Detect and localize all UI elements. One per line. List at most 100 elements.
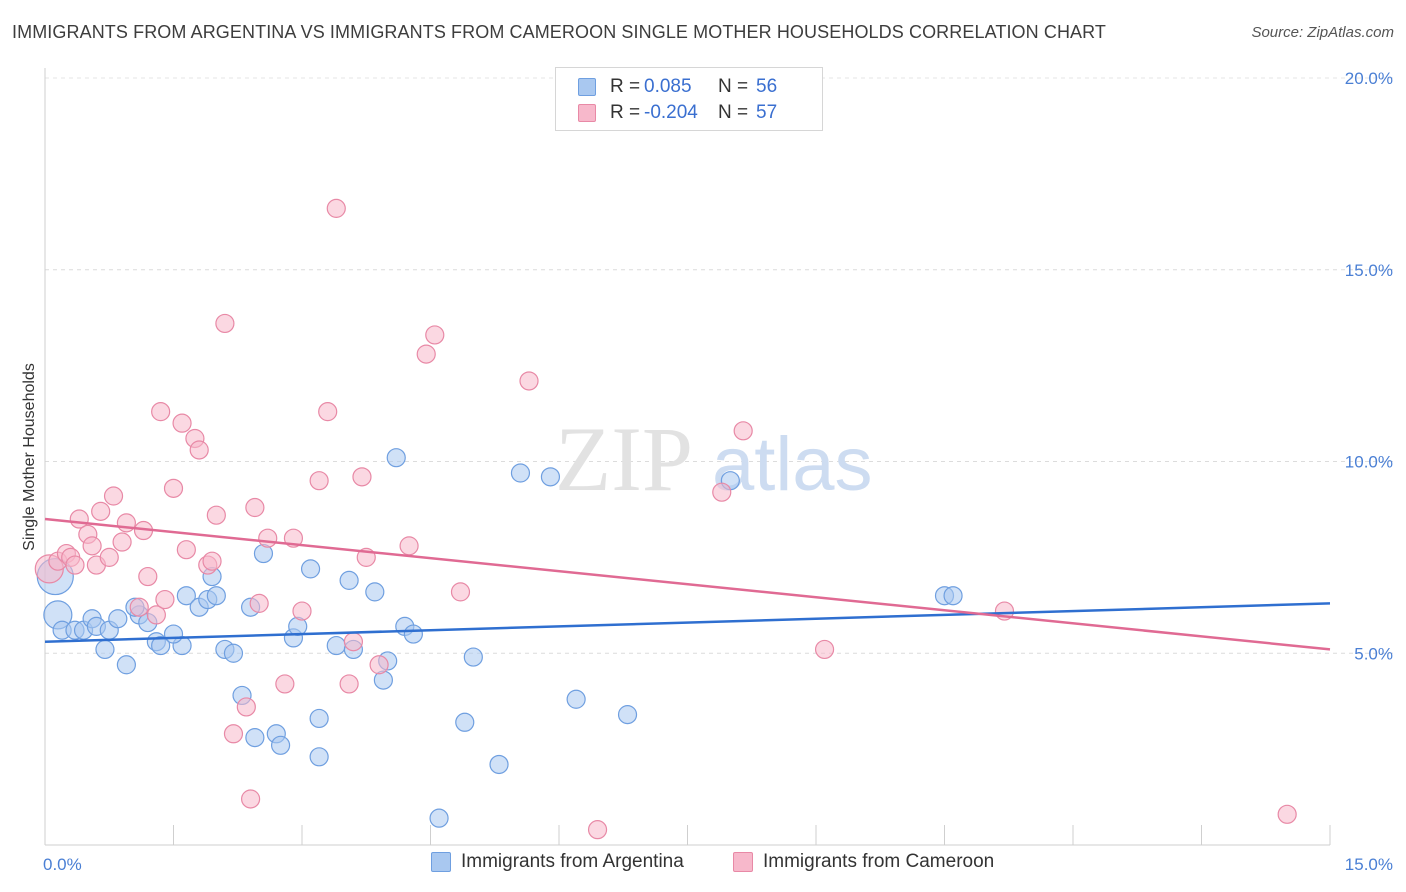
y-tick-label: 20.0% (1345, 69, 1393, 88)
point-cameroon (245, 497, 265, 518)
point-cameroon (292, 601, 312, 621)
legend-n-value: 57 (756, 102, 778, 123)
trend-line-argentina (44, 602, 1331, 643)
point-argentina (206, 586, 226, 606)
point-cameroon (91, 501, 111, 521)
y-tick-label: 15.0% (1345, 261, 1393, 280)
point-argentina (163, 624, 184, 644)
y-tick-label: 5.0% (1354, 644, 1393, 663)
point-cameroon (82, 536, 102, 556)
point-argentina (95, 639, 115, 660)
point-cameroon (215, 313, 235, 334)
point-argentina (540, 467, 561, 487)
y-tick-label: 10.0% (1345, 453, 1393, 472)
point-cameroon (103, 486, 124, 506)
point-argentina (309, 747, 329, 767)
legend-n-value: 56 (756, 76, 778, 97)
point-argentina (510, 463, 531, 483)
point-cameroon (519, 371, 539, 391)
legend-r-value: 0.085 (644, 76, 692, 97)
point-argentina (326, 635, 346, 656)
legend-n-label: N = (718, 76, 749, 97)
x-tick-label: 15.0% (1345, 855, 1393, 874)
grid-lines (45, 77, 1395, 654)
trend-lines (44, 517, 1331, 651)
legend-n-label: N = (718, 102, 749, 123)
point-cameroon (202, 551, 222, 571)
point-argentina (176, 586, 196, 606)
point-cameroon (339, 674, 359, 694)
point-argentina (943, 586, 963, 606)
series-legend-cameroon[interactable]: Immigrants from Cameroon (733, 851, 994, 873)
point-cameroon (587, 820, 608, 840)
point-cameroon (425, 325, 445, 345)
point-argentina (365, 582, 385, 602)
chart-title: IMMIGRANTS FROM ARGENTINA VS IMMIGRANTS … (12, 22, 1107, 42)
legend-r-label: R = (610, 76, 641, 97)
point-cameroon (129, 597, 149, 617)
point-argentina (386, 448, 406, 468)
legend-row-cameroon: R = -0.204 N = 57 (578, 100, 777, 126)
point-cameroon (712, 482, 732, 502)
series-legend: Immigrants from Argentina Immigrants fro… (0, 851, 1406, 877)
point-cameroon (236, 697, 256, 717)
point-cameroon (814, 639, 835, 660)
point-cameroon (275, 674, 295, 694)
data-points (34, 198, 1297, 840)
point-cameroon (206, 505, 226, 525)
point-cameroon (189, 440, 209, 460)
point-cameroon (399, 536, 419, 556)
watermark-zip: ZIP (555, 408, 693, 510)
point-cameroon (343, 632, 363, 652)
point-cameroon (318, 402, 338, 422)
point-cameroon (733, 421, 753, 441)
series-swatch-argentina (431, 852, 451, 872)
legend-swatch-cameroon (578, 104, 596, 122)
point-cameroon (352, 467, 372, 487)
legend-r-value: -0.204 (644, 102, 698, 123)
point-argentina (463, 647, 483, 667)
point-cameroon (99, 547, 119, 567)
series-legend-argentina[interactable]: Immigrants from Argentina (431, 851, 684, 873)
legend-swatch-argentina (578, 78, 596, 96)
point-argentina (309, 708, 329, 729)
point-cameroon (309, 471, 329, 491)
series-label-argentina: Immigrants from Argentina (461, 851, 684, 872)
point-argentina (429, 808, 449, 828)
stats-legend: R = 0.085 N = 56 R = -0.204 N = 57 (555, 67, 823, 131)
point-argentina (403, 624, 423, 644)
point-argentina (455, 712, 475, 732)
point-argentina (489, 754, 509, 775)
source-credit: Source: ZipAtlas.com (1251, 24, 1394, 41)
point-cameroon (151, 402, 171, 422)
point-argentina (300, 559, 321, 579)
point-cameroon (112, 532, 132, 552)
axes (44, 68, 1331, 846)
point-cameroon (326, 198, 346, 218)
point-cameroon (241, 789, 261, 809)
point-argentina (270, 735, 291, 755)
point-cameroon (258, 528, 278, 548)
point-cameroon (1277, 804, 1297, 824)
point-cameroon (176, 540, 196, 560)
point-cameroon (65, 555, 85, 575)
point-argentina (151, 635, 171, 656)
point-cameroon (416, 344, 436, 364)
point-argentina (566, 689, 586, 709)
point-argentina (617, 705, 638, 725)
point-cameroon (172, 413, 192, 433)
y-axis-label: Single Mother Households (21, 363, 38, 551)
point-argentina (339, 570, 359, 590)
series-swatch-cameroon (733, 852, 753, 872)
point-argentina (223, 643, 244, 663)
point-cameroon (146, 605, 166, 625)
point-cameroon (450, 582, 471, 602)
trend-line-cameroon (44, 517, 1331, 651)
point-argentina (108, 609, 128, 629)
point-cameroon (163, 478, 184, 498)
point-cameroon (138, 566, 158, 587)
point-cameroon (369, 655, 389, 675)
point-argentina (245, 728, 265, 748)
legend-row-argentina: R = 0.085 N = 56 (578, 74, 777, 100)
